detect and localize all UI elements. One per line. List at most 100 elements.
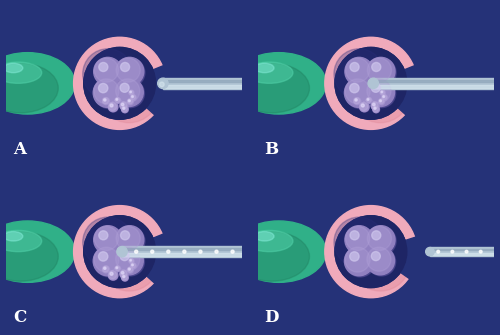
Circle shape (344, 78, 374, 108)
Circle shape (368, 58, 392, 82)
Circle shape (350, 231, 359, 240)
Circle shape (368, 226, 392, 251)
Circle shape (130, 95, 136, 99)
Circle shape (115, 98, 121, 104)
Circle shape (366, 226, 395, 254)
Circle shape (382, 95, 388, 100)
Circle shape (120, 270, 127, 277)
Circle shape (120, 83, 129, 92)
Circle shape (104, 267, 106, 269)
Circle shape (367, 98, 369, 100)
Circle shape (102, 98, 110, 105)
Circle shape (94, 226, 118, 251)
Wedge shape (120, 67, 156, 110)
Bar (430, 248, 498, 256)
Circle shape (102, 266, 110, 273)
Circle shape (127, 267, 134, 273)
Circle shape (160, 82, 164, 87)
Bar (430, 249, 498, 250)
Circle shape (346, 58, 370, 82)
Circle shape (102, 98, 108, 104)
Circle shape (372, 62, 381, 72)
Circle shape (199, 250, 202, 253)
Circle shape (368, 227, 396, 255)
Circle shape (366, 78, 394, 107)
Circle shape (367, 79, 391, 103)
Circle shape (361, 104, 364, 107)
Circle shape (354, 98, 360, 104)
Circle shape (346, 226, 370, 251)
Circle shape (380, 100, 382, 102)
Circle shape (128, 267, 134, 273)
Circle shape (110, 104, 113, 107)
Circle shape (122, 106, 128, 113)
Circle shape (346, 227, 374, 255)
Circle shape (371, 102, 379, 110)
Ellipse shape (255, 63, 274, 73)
Circle shape (74, 206, 166, 298)
Circle shape (350, 252, 359, 261)
Circle shape (372, 83, 380, 92)
Circle shape (150, 250, 154, 253)
Circle shape (95, 59, 123, 87)
Circle shape (360, 103, 370, 112)
Circle shape (93, 78, 122, 108)
Text: D: D (264, 309, 278, 326)
Circle shape (360, 102, 369, 112)
Circle shape (120, 102, 128, 110)
Bar (373, 85, 498, 87)
Circle shape (130, 263, 136, 269)
Circle shape (373, 106, 380, 113)
Circle shape (378, 99, 384, 105)
Circle shape (372, 103, 375, 106)
Circle shape (102, 266, 108, 272)
Wedge shape (371, 236, 422, 281)
Circle shape (116, 267, 118, 269)
Circle shape (94, 247, 119, 272)
Circle shape (115, 266, 121, 272)
Wedge shape (120, 232, 170, 286)
Circle shape (120, 252, 129, 261)
Circle shape (345, 79, 370, 104)
Circle shape (325, 206, 417, 298)
Circle shape (129, 259, 134, 264)
Circle shape (381, 91, 382, 93)
Ellipse shape (0, 230, 42, 252)
Ellipse shape (255, 231, 274, 241)
Circle shape (335, 48, 407, 119)
Ellipse shape (99, 231, 159, 291)
Circle shape (129, 90, 134, 95)
Circle shape (110, 272, 113, 275)
Circle shape (132, 96, 134, 97)
Circle shape (116, 248, 144, 276)
Circle shape (104, 99, 106, 101)
Circle shape (115, 78, 143, 107)
Bar (430, 253, 498, 255)
Ellipse shape (4, 63, 23, 73)
Ellipse shape (99, 63, 159, 123)
Circle shape (167, 250, 170, 253)
Wedge shape (371, 64, 422, 117)
Circle shape (116, 79, 144, 108)
Text: C: C (13, 309, 26, 326)
Circle shape (480, 250, 482, 253)
Circle shape (368, 248, 396, 276)
Circle shape (120, 231, 130, 240)
Ellipse shape (4, 231, 23, 241)
Ellipse shape (350, 63, 410, 123)
Circle shape (345, 226, 373, 254)
Circle shape (120, 102, 127, 109)
Circle shape (366, 247, 394, 275)
Circle shape (366, 57, 395, 86)
Circle shape (128, 99, 132, 104)
Ellipse shape (246, 230, 293, 252)
Circle shape (82, 49, 133, 99)
Circle shape (129, 90, 134, 95)
Circle shape (84, 48, 156, 119)
Circle shape (130, 259, 132, 261)
Circle shape (380, 90, 386, 95)
Circle shape (116, 227, 145, 255)
Circle shape (368, 78, 378, 88)
Circle shape (215, 250, 218, 253)
Circle shape (183, 250, 186, 253)
